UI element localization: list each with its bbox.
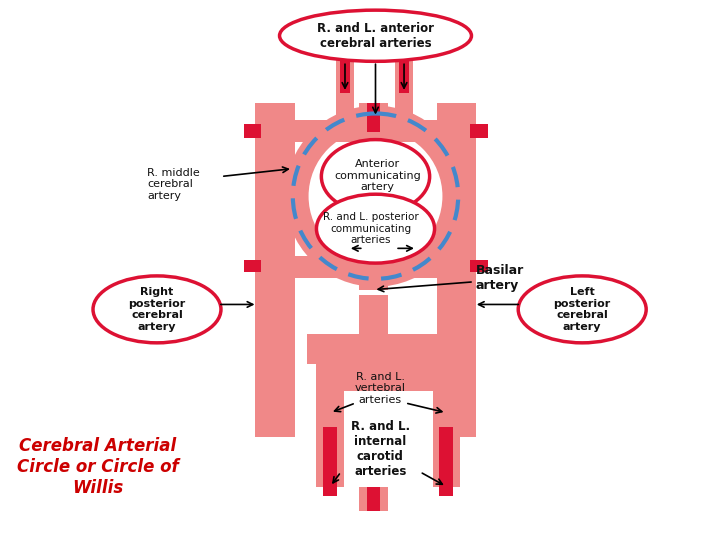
Ellipse shape xyxy=(285,106,466,287)
Ellipse shape xyxy=(93,276,221,343)
Bar xyxy=(436,103,476,437)
Bar xyxy=(256,295,294,354)
Ellipse shape xyxy=(518,276,646,343)
Bar xyxy=(294,256,359,278)
Ellipse shape xyxy=(317,194,435,263)
Bar xyxy=(359,295,388,511)
Bar xyxy=(336,53,354,123)
Ellipse shape xyxy=(309,129,442,263)
Bar xyxy=(436,295,476,354)
Bar xyxy=(243,260,261,272)
Text: R. middle
cerebral
artery: R. middle cerebral artery xyxy=(147,168,200,201)
Bar xyxy=(340,53,350,93)
Bar xyxy=(395,53,413,123)
Text: Cerebral Arterial
Circle or Circle of
Willis: Cerebral Arterial Circle or Circle of Wi… xyxy=(17,437,179,497)
Bar xyxy=(317,363,344,487)
Bar xyxy=(294,120,359,142)
Text: R. and L.
internal
carotid
arteries: R. and L. internal carotid arteries xyxy=(351,420,410,478)
Bar xyxy=(256,103,294,437)
Bar xyxy=(470,124,487,138)
Text: R. and L. anterior
cerebral arteries: R. and L. anterior cerebral arteries xyxy=(317,22,434,50)
Bar xyxy=(388,120,436,142)
Ellipse shape xyxy=(321,139,430,213)
Ellipse shape xyxy=(279,10,472,62)
Text: Right
posterior
cerebral
artery: Right posterior cerebral artery xyxy=(128,287,186,332)
Bar xyxy=(243,124,261,138)
Text: R. and L.
vertebral
arteries: R. and L. vertebral arteries xyxy=(355,372,406,404)
Bar xyxy=(307,334,474,363)
Text: Anterior
communicating
artery: Anterior communicating artery xyxy=(334,159,421,192)
Bar xyxy=(388,256,436,278)
Bar xyxy=(317,363,460,391)
Bar xyxy=(366,393,380,511)
Text: Basilar
artery: Basilar artery xyxy=(476,264,524,292)
Text: R. and L. posterior
communicating
arteries: R. and L. posterior communicating arteri… xyxy=(323,212,418,245)
Bar xyxy=(433,363,460,487)
Bar xyxy=(323,428,337,496)
Bar xyxy=(470,260,487,272)
Bar xyxy=(399,53,409,93)
Bar xyxy=(439,428,454,496)
Bar xyxy=(366,103,380,132)
Bar xyxy=(344,391,433,487)
Text: Left
posterior
cerebral
artery: Left posterior cerebral artery xyxy=(554,287,611,332)
Bar xyxy=(359,103,388,289)
